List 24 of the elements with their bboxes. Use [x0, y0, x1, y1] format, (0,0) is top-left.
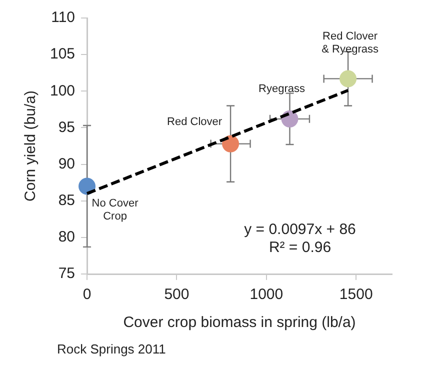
- y-tick-label: 80: [58, 228, 76, 246]
- y-tick-label: 75: [58, 265, 76, 282]
- series-label: No Cover Crop: [92, 197, 139, 222]
- x-tick-label: 500: [164, 286, 190, 304]
- y-tick-label: 85: [58, 192, 76, 209]
- text: Rock Springs 2011: [57, 342, 166, 357]
- x-tick-label: 0: [82, 286, 92, 304]
- annotation: y = 0.0097x + 86: [244, 221, 356, 238]
- y-tick-label: 100: [50, 82, 76, 100]
- y-tick-label: 110: [51, 9, 76, 26]
- point: [78, 178, 96, 195]
- y-tick-label: 90: [58, 155, 76, 172]
- series-label: Ryegrass: [258, 82, 306, 95]
- y-tick-label: 105: [50, 46, 76, 63]
- x-axis-title: Cover crop biomass in spring (lb/a): [123, 314, 356, 332]
- point: [340, 70, 357, 88]
- text: Red Clover & Ryegrass: [322, 30, 379, 56]
- point: [222, 135, 240, 152]
- y-tick-label: 95: [58, 118, 76, 136]
- x-tick-label: 1000: [250, 286, 284, 304]
- y-axis-title: Corn yield (bu/a): [22, 90, 40, 202]
- annotation: R² = 0.96: [268, 239, 332, 256]
- series-label: Red Clover: [167, 116, 222, 128]
- x-tick-label: 1500: [339, 286, 373, 304]
